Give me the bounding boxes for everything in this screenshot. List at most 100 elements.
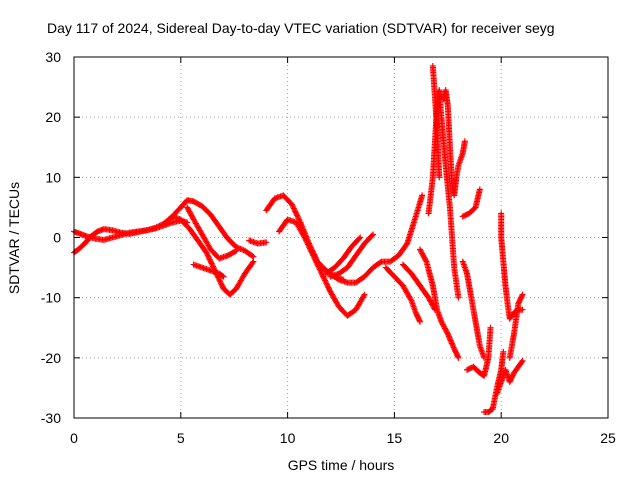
data-point — [305, 242, 312, 249]
x-tick-label: 15 — [387, 430, 403, 446]
series-arc-t — [464, 324, 494, 379]
data-point — [377, 259, 384, 266]
data-point — [206, 255, 213, 262]
data-point — [205, 253, 212, 260]
data-point — [318, 269, 325, 276]
x-tick-label: 10 — [280, 430, 296, 446]
data-point — [312, 258, 319, 265]
data-point — [308, 248, 315, 255]
data-point — [310, 252, 317, 259]
data-point — [323, 280, 330, 287]
data-point — [296, 216, 303, 223]
data-point — [357, 234, 364, 241]
y-axis-label: SDTVAR / TECUs — [6, 182, 22, 294]
data-point — [308, 249, 315, 256]
x-tick-label: 20 — [493, 430, 509, 446]
grid-lines — [74, 57, 608, 418]
y-tick-label: 30 — [45, 49, 61, 65]
data-point — [249, 259, 256, 266]
series-arc-a — [71, 197, 257, 260]
x-tick-label: 5 — [177, 430, 185, 446]
x-axis-label: GPS time / hours — [288, 457, 395, 473]
data-point — [210, 263, 217, 270]
data-point — [250, 258, 257, 265]
data-point — [203, 249, 210, 256]
data-point — [208, 260, 215, 267]
data-point — [220, 273, 227, 280]
chart-title: Day 117 of 2024, Sidereal Day-to-day VTE… — [47, 20, 555, 36]
data-point — [422, 257, 429, 264]
data-point — [303, 237, 310, 244]
series-arc-l — [382, 264, 424, 325]
data-point — [322, 277, 329, 284]
data-point — [306, 245, 313, 252]
data-point — [321, 276, 328, 283]
data-point — [215, 275, 222, 282]
data-point — [292, 208, 299, 215]
y-tick-label: -10 — [41, 290, 61, 306]
data-point — [417, 318, 424, 325]
data-point — [476, 186, 483, 193]
data-point — [217, 278, 224, 285]
data-point — [233, 247, 240, 254]
series-arc-n — [425, 87, 462, 301]
data-point — [319, 271, 326, 278]
data-point — [216, 277, 223, 284]
series-arc-p — [429, 63, 443, 181]
data-point — [295, 215, 302, 222]
data-point — [360, 293, 367, 300]
data-point — [370, 231, 377, 238]
data-point — [309, 251, 316, 258]
data-point — [311, 255, 318, 262]
data-point — [518, 292, 525, 299]
data-point — [217, 280, 224, 287]
data-point — [519, 306, 526, 313]
series-arc-x — [506, 291, 526, 361]
y-tick-label: 0 — [53, 230, 61, 246]
data-point — [419, 192, 426, 199]
data-point — [310, 253, 317, 260]
data-point — [322, 278, 329, 285]
data-point — [326, 285, 333, 292]
series-arc-c — [169, 213, 257, 298]
series-arc-q — [440, 87, 468, 199]
data-point — [219, 272, 226, 279]
data-point — [324, 283, 331, 290]
series-arc-o — [417, 246, 462, 361]
data-point — [487, 324, 494, 331]
data-point — [519, 291, 526, 298]
series-arc-v — [493, 357, 526, 397]
data-point — [290, 205, 297, 212]
data-point — [209, 262, 216, 269]
data-point — [314, 262, 321, 269]
data-point — [303, 238, 310, 245]
data-point — [436, 174, 443, 181]
data-point — [444, 329, 451, 336]
data-point — [207, 257, 214, 264]
series-arc-r — [459, 186, 483, 220]
data-point — [461, 138, 468, 145]
y-tick-label: 20 — [45, 109, 61, 125]
data-point — [291, 206, 298, 213]
data-points — [71, 63, 526, 415]
series-arc-w — [498, 210, 526, 322]
data-point — [294, 212, 301, 219]
data-point — [218, 281, 225, 288]
data-point — [324, 281, 331, 288]
series-arc-d — [184, 204, 240, 262]
data-point — [407, 296, 414, 303]
series-arc-k — [327, 231, 377, 280]
data-point — [313, 259, 320, 266]
data-point — [294, 213, 301, 220]
data-point — [368, 232, 375, 239]
data-point — [249, 252, 256, 259]
data-point — [307, 246, 314, 253]
data-point — [206, 256, 213, 263]
data-point — [219, 282, 226, 289]
data-point — [208, 259, 215, 266]
data-point — [320, 273, 327, 280]
data-point — [356, 235, 363, 242]
data-point — [454, 353, 461, 360]
data-point — [325, 284, 332, 291]
y-tick-label: 10 — [45, 169, 61, 185]
